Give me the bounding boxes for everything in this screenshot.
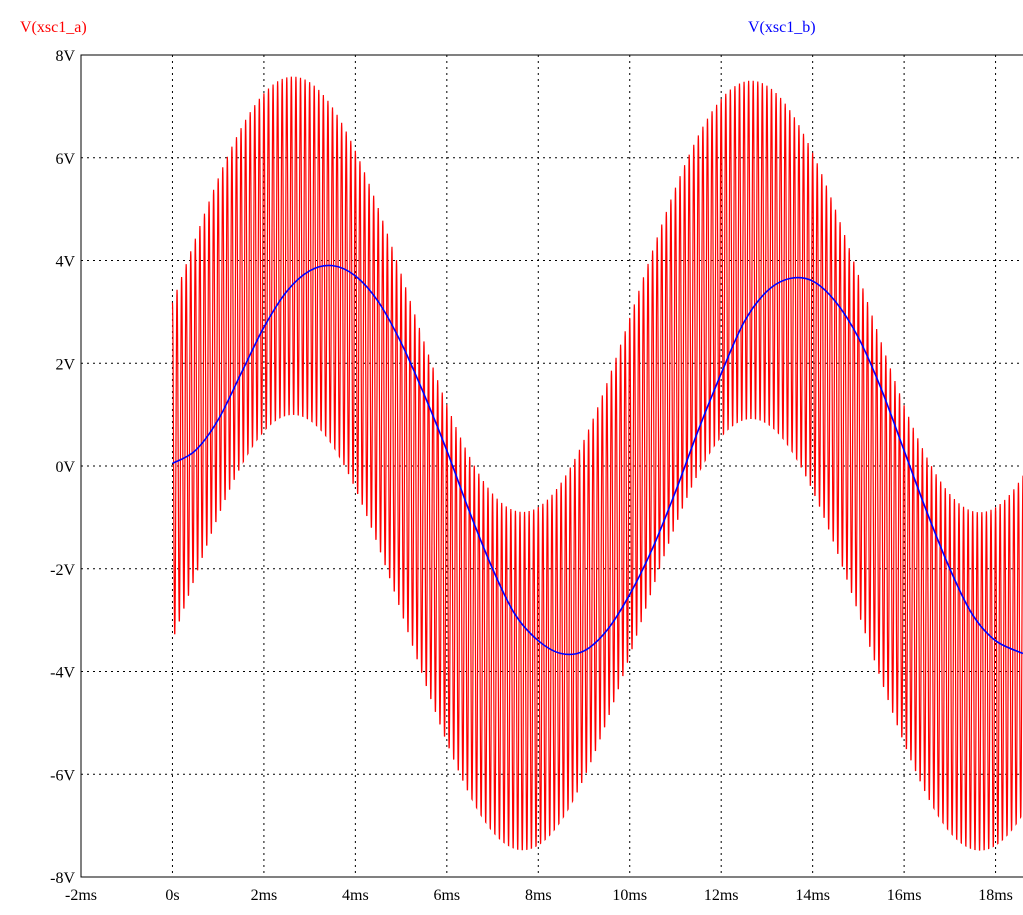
y-axis-tick-labels: 8V 6V 4V 2V 0V -2V -4V -6V -8V	[50, 48, 75, 887]
x-axis-tick-labels: -2ms 0s 2ms 4ms 6ms 8ms 10ms 12ms 14ms 16ms 18ms	[65, 887, 1013, 904]
x-tick-label: 10ms	[612, 887, 647, 904]
legend-series-a: V(xsc1_a)	[20, 19, 87, 36]
series-a-line	[171, 76, 1023, 851]
y-tick-label: -2V	[50, 562, 75, 579]
y-tick-label: 2V	[55, 356, 75, 373]
y-tick-label: -6V	[50, 767, 75, 784]
x-tick-label: 4ms	[342, 887, 369, 904]
plot-area	[171, 76, 1023, 851]
y-tick-label: 4V	[55, 254, 75, 271]
x-tick-label: 6ms	[433, 887, 460, 904]
x-tick-label: 14ms	[795, 887, 830, 904]
x-tick-label: 0s	[165, 887, 179, 904]
y-tick-label: 0V	[55, 459, 75, 476]
plot-frame	[80, 54, 1023, 878]
y-tick-label: -8V	[50, 870, 75, 887]
legend-series-b: V(xsc1_b)	[748, 19, 816, 36]
y-tick-label: -4V	[50, 665, 75, 682]
x-tick-label: 18ms	[978, 887, 1013, 904]
x-tick-label: 16ms	[887, 887, 922, 904]
y-tick-label: 6V	[55, 151, 75, 168]
x-tick-label: 12ms	[704, 887, 739, 904]
x-tick-label: 8ms	[525, 887, 552, 904]
series-b-line	[172, 264, 1023, 656]
y-tick-label: 8V	[55, 48, 75, 65]
x-tick-label: 2ms	[251, 887, 278, 904]
x-tick-label: -2ms	[65, 887, 97, 904]
